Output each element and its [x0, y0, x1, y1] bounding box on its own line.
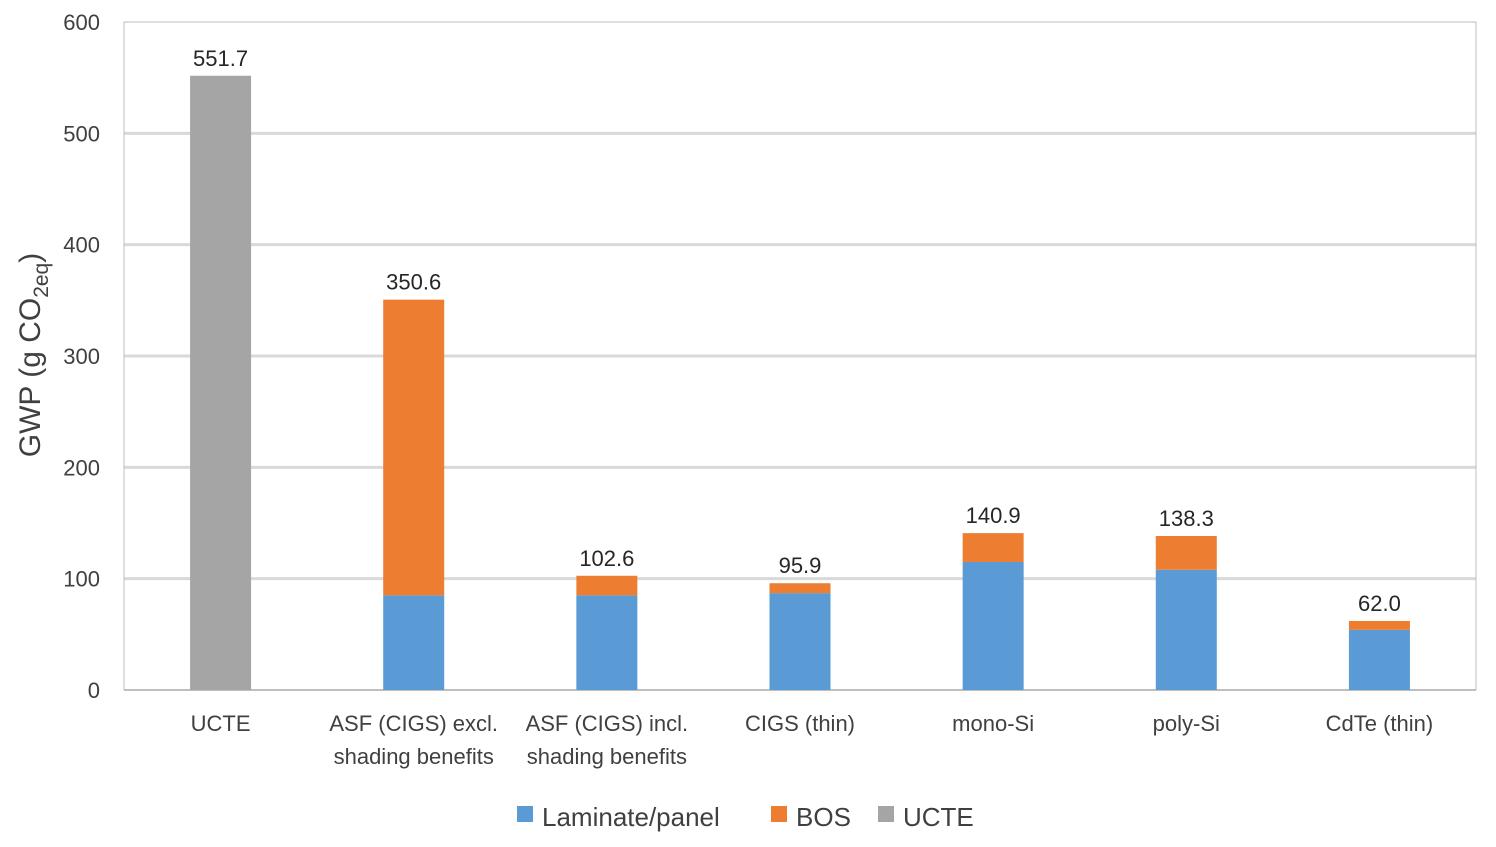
total-data-label: 140.9	[966, 503, 1021, 528]
total-data-label: 102.6	[579, 546, 634, 571]
x-category-line: shading benefits	[527, 744, 687, 769]
x-category-label: UCTE	[191, 711, 251, 736]
total-data-label: 551.7	[193, 46, 248, 71]
y-tick-label: 200	[63, 455, 100, 480]
legend-label: UCTE	[903, 802, 974, 832]
x-category-line: shading benefits	[334, 744, 494, 769]
x-category-line: UCTE	[191, 711, 251, 736]
x-category-line: CIGS (thin)	[745, 711, 855, 736]
data-labels: 551.7 350.6 102.6 95.9 140.9 138.3 62.0	[193, 46, 1401, 616]
y-tick-label: 400	[63, 233, 100, 258]
gridlines	[124, 131, 1476, 581]
x-category-label: CdTe (thin)	[1326, 711, 1434, 736]
bar-segment-laminate-panel	[769, 593, 831, 690]
bar-segment-bos	[769, 583, 831, 594]
y-tick-label: 500	[63, 121, 100, 146]
x-category-line: poly-Si	[1153, 711, 1220, 736]
bar-segment-bos	[962, 533, 1024, 562]
bar-segment-bos	[383, 299, 445, 596]
legend-swatch	[517, 806, 533, 822]
y-tick-label: 100	[63, 567, 100, 592]
bars	[190, 75, 1410, 691]
x-category-line: ASF (CIGS) incl.	[526, 711, 689, 736]
x-category-line: CdTe (thin)	[1326, 711, 1434, 736]
legend-swatch	[771, 806, 787, 822]
x-category-label: ASF (CIGS) incl. shading benefits	[526, 711, 689, 769]
y-tick-label: 600	[63, 10, 100, 35]
legend-label: Laminate/panel	[542, 802, 720, 832]
bar-segment-laminate-panel	[1348, 629, 1410, 690]
total-data-label: 350.6	[386, 270, 441, 295]
tick-labels: 0 100 200 300 400 500 600 UCTE ASF (CIGS) excl. s…	[63, 10, 1433, 769]
x-category-label: ASF (CIGS) excl. shading benefits	[329, 711, 498, 769]
bar-segment-bos	[1348, 620, 1410, 630]
legend: Laminate/panel BOS UCTE	[517, 802, 974, 832]
x-category-line: mono-Si	[952, 711, 1034, 736]
bar-segment-laminate-panel	[1155, 569, 1217, 690]
y-axis-title: GWP (g CO2eq)	[14, 253, 53, 458]
bar-segment-ucte	[190, 75, 252, 691]
total-data-label: 95.9	[779, 553, 822, 578]
legend-swatch	[878, 806, 894, 822]
total-data-label: 138.3	[1159, 506, 1214, 531]
y-tick-label: 0	[88, 678, 100, 703]
bar-segment-laminate-panel	[383, 595, 445, 690]
y-tick-label: 300	[63, 344, 100, 369]
x-category-label: CIGS (thin)	[745, 711, 855, 736]
legend-label: BOS	[796, 802, 851, 832]
bar-segment-bos	[1155, 536, 1217, 570]
bar-segment-bos	[576, 575, 638, 596]
bar-segment-laminate-panel	[962, 561, 1024, 690]
x-category-line: ASF (CIGS) excl.	[329, 711, 498, 736]
x-category-label: poly-Si	[1153, 711, 1220, 736]
x-category-label: mono-Si	[952, 711, 1034, 736]
bar-segment-laminate-panel	[576, 595, 638, 690]
total-data-label: 62.0	[1358, 591, 1401, 616]
